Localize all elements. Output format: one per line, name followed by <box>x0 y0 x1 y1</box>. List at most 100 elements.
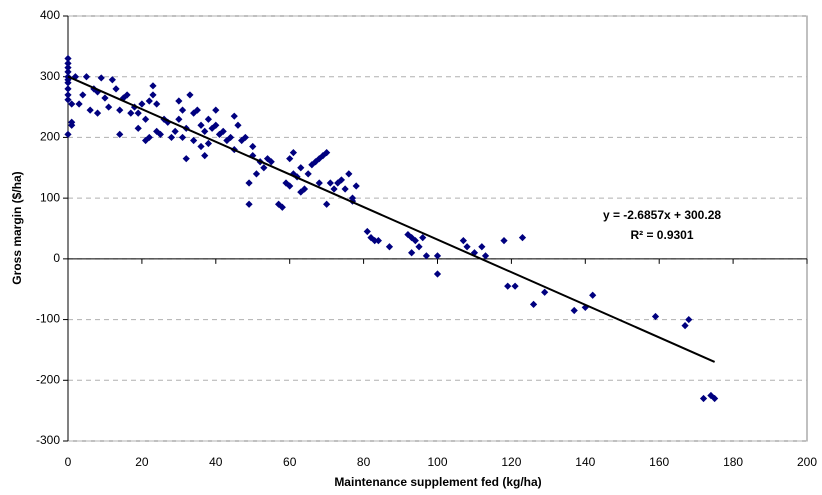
y-tick-label: -100 <box>36 312 60 326</box>
scatter-point <box>297 164 305 172</box>
scatter-point <box>337 176 346 184</box>
scatter-point <box>385 243 394 251</box>
x-tick-label: 160 <box>649 455 669 469</box>
scatter-point <box>145 133 153 142</box>
scatter-point <box>685 315 693 324</box>
scatter-point <box>127 109 135 117</box>
scatter-point <box>204 139 213 148</box>
y-tick-label: 300 <box>40 69 60 83</box>
scatter-point <box>171 127 179 135</box>
scatter-point <box>204 115 213 123</box>
scatter-point <box>504 282 512 290</box>
scatter-point <box>153 100 161 108</box>
scatter-point <box>193 106 201 114</box>
scatter-point <box>341 185 349 193</box>
scatter-point <box>138 100 146 108</box>
scatter-point <box>570 306 578 315</box>
scatter-point <box>278 203 286 211</box>
scatter-point <box>297 188 305 196</box>
scatter-point <box>511 282 519 290</box>
scatter-point <box>64 85 72 93</box>
scatter-point <box>178 133 187 142</box>
scatter-point <box>252 170 261 178</box>
scatter-point <box>108 76 116 84</box>
scatter-point <box>323 149 331 157</box>
scatter-point <box>651 312 660 321</box>
x-tick-label: 20 <box>135 455 149 469</box>
y-tick-label: 400 <box>40 8 60 22</box>
scatter-point <box>145 97 153 105</box>
scatter-point <box>175 115 183 123</box>
scatter-point <box>518 234 527 242</box>
scatter-point <box>415 243 423 251</box>
scatter-point <box>267 158 275 166</box>
scatter-point <box>105 103 113 111</box>
x-tick-label: 80 <box>357 455 371 469</box>
scatter-point <box>64 130 72 138</box>
scatter-point <box>149 91 157 99</box>
scatter-point <box>116 106 124 114</box>
y-tick-label: -200 <box>36 372 60 386</box>
scatter-point <box>541 288 549 296</box>
x-tick-label: 180 <box>723 455 743 469</box>
scatter-point <box>64 64 72 72</box>
scatter-point <box>149 82 157 90</box>
scatter-point <box>134 124 142 132</box>
scatter-point <box>289 149 297 157</box>
scatter-point <box>64 79 72 87</box>
scatter-point <box>249 142 257 151</box>
scatter-point <box>275 200 283 208</box>
scatter-point <box>64 68 72 76</box>
scatter-point <box>134 109 142 117</box>
scatter-point <box>459 237 467 245</box>
scatter-point <box>323 200 331 208</box>
scatter-point <box>82 73 91 81</box>
x-tick-label: 120 <box>501 455 521 469</box>
scatter-point <box>326 179 334 187</box>
y-tick-label: 0 <box>53 251 60 265</box>
scatter-point <box>581 303 589 312</box>
scatter-point <box>79 91 87 99</box>
x-tick-label: 100 <box>427 455 447 469</box>
scatter-point <box>352 182 360 190</box>
scatter-point <box>64 54 72 63</box>
x-tick-label: 200 <box>797 455 817 469</box>
scatter-point <box>186 91 194 99</box>
scatter-point <box>212 106 220 114</box>
scatter-point <box>463 243 471 251</box>
y-tick-label: -300 <box>36 433 60 447</box>
x-tick-label: 0 <box>65 455 72 469</box>
scatter-point <box>241 133 249 142</box>
scatter-point <box>219 127 227 135</box>
scatter-point <box>263 155 272 163</box>
plot-area <box>67 15 808 442</box>
scatter-point <box>141 115 150 123</box>
scatter-point <box>419 234 427 242</box>
scatter-point <box>190 136 198 145</box>
scatter-point <box>234 121 242 129</box>
scatter-point <box>422 252 431 260</box>
scatter-point <box>319 152 327 160</box>
scatter-point <box>201 152 209 160</box>
scatter-point <box>470 249 479 257</box>
scatter-point <box>345 170 353 178</box>
scatter-point <box>156 130 164 138</box>
scatter-point <box>363 227 371 236</box>
scatter-point <box>245 200 253 208</box>
scatter-point <box>86 106 94 114</box>
scatter-point <box>197 121 205 129</box>
scatter-point <box>408 249 416 257</box>
scatter-point <box>334 179 342 187</box>
scatter-point <box>371 237 379 245</box>
x-tick-label: 60 <box>283 455 297 469</box>
y-axis-label: Gross margin ($/ha) <box>10 171 24 284</box>
scatter-point <box>481 252 490 260</box>
scatter-point <box>374 237 382 245</box>
scatter-point <box>529 300 538 308</box>
scatter-point <box>433 270 442 278</box>
scatter-point <box>699 394 708 403</box>
scatter-point <box>304 170 312 178</box>
scatter-point <box>64 96 72 104</box>
scatter-point <box>711 394 719 403</box>
scatter-point <box>411 237 419 245</box>
